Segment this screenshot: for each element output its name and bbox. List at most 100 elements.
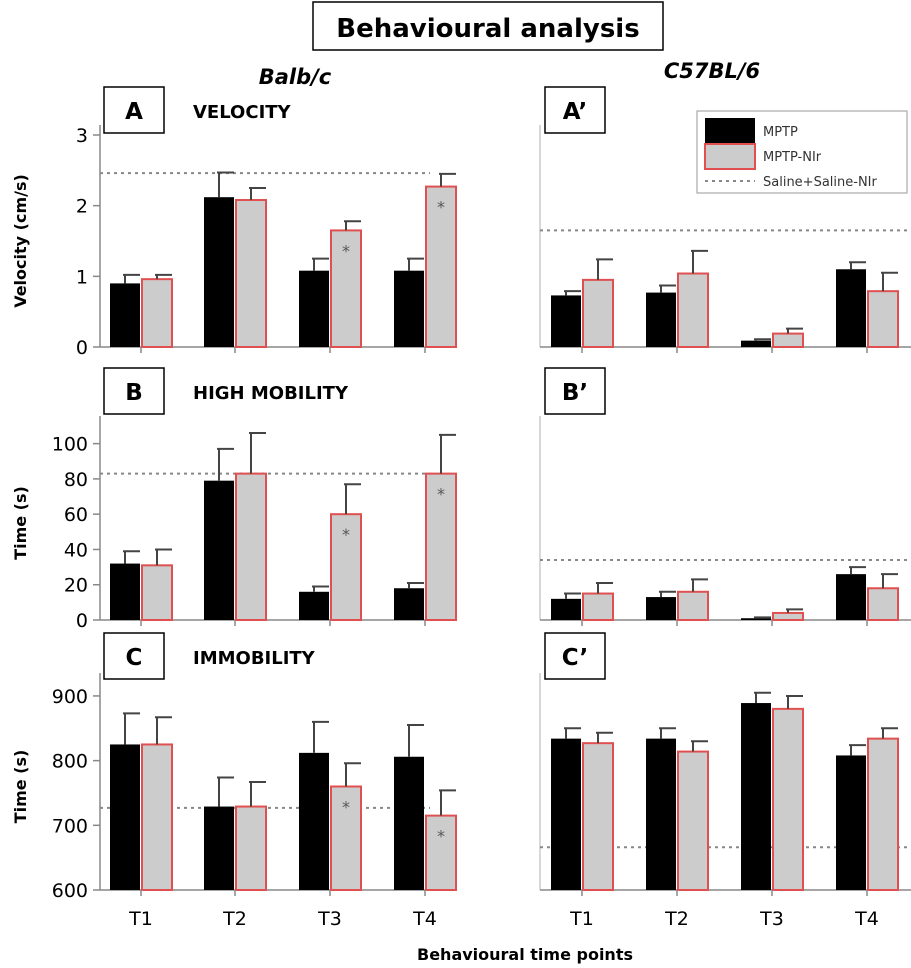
significance-marker: * (342, 525, 350, 544)
x-axis-label: Behavioural time points (417, 945, 633, 964)
panel-letter-box (103, 632, 165, 680)
bar-mptp-nir (235, 472, 267, 622)
x-tick-label: T2 (222, 908, 247, 930)
strain-label-left: Balb/c (259, 65, 332, 89)
significance-marker: * (342, 798, 350, 817)
bar-mptp-nir (867, 587, 899, 621)
bar-mptp-nir (141, 278, 173, 348)
panel-letter-box (544, 367, 606, 415)
bar-mptp-nir (425, 814, 457, 891)
x-tick-label: T2 (664, 908, 689, 930)
panel-letter-box (103, 367, 165, 415)
bar-mptp-nir (677, 750, 709, 891)
y-tick-label: 20 (64, 575, 88, 597)
bar-mptp (204, 197, 234, 347)
y-tick-label: 900 (52, 686, 88, 708)
y-tick-label: 700 (52, 815, 88, 837)
figure-title: Behavioural analysis (336, 14, 639, 44)
bar-mptp-nir (235, 199, 267, 348)
bar-mptp-nir (141, 564, 173, 621)
y-axis-label: Time (s) (11, 486, 30, 560)
bar-mptp-nir (582, 278, 614, 348)
significance-marker: * (437, 827, 445, 846)
bar-mptp (741, 340, 771, 347)
bar-mptp (741, 618, 771, 620)
bar-mptp (836, 574, 866, 620)
bar-mptp (646, 738, 676, 890)
bar-mptp-nir (582, 592, 614, 622)
bar-mptp-nir (425, 185, 457, 348)
bar-mptp (836, 755, 866, 890)
bar-mptp (551, 598, 581, 620)
bar-mptp (110, 283, 140, 347)
bar-mptp (741, 703, 771, 890)
bar-mptp (551, 738, 581, 890)
significance-marker: * (342, 241, 350, 260)
panel-heading: VELOCITY (193, 102, 292, 123)
bar-mptp-nir (330, 229, 362, 348)
bar-mptp-nir (677, 590, 709, 621)
panel-letter: C’ (562, 645, 588, 671)
legend-swatch-mptp-nir (704, 143, 756, 170)
panel-immobility-balb: 600 700 800 900 Time (s) T1 T2 * T3 * T4 C IMMOBILIT… (11, 632, 457, 930)
y-tick-label: 0 (76, 337, 88, 359)
bar-mptp-nir (772, 707, 804, 891)
x-tick-label: T4 (412, 908, 437, 930)
y-tick-label: 0 (76, 610, 88, 632)
x-tick-label: T1 (128, 908, 153, 930)
panel-letter: C (126, 645, 143, 671)
x-tick-label: T4 (854, 908, 879, 930)
bar-mptp (836, 269, 866, 347)
x-tick-label: T3 (317, 908, 342, 930)
y-tick-label: 60 (64, 504, 88, 526)
bar-mptp-nir (141, 743, 173, 891)
panel-velocity-c57: A’ (539, 86, 911, 353)
bar-mptp-nir (425, 472, 457, 622)
bar-mptp-nir (235, 805, 267, 891)
y-axis-label: Time (s) (11, 750, 30, 824)
bar-mptp (394, 270, 424, 347)
bar-mptp-nir (772, 332, 804, 348)
panels: 0 1 2 3 Velocity (cm/s) * * A VELOCITY A’ 0 20 40 60 8… (11, 86, 911, 930)
bar-mptp-nir (867, 290, 899, 349)
strain-label-right: C57BL/6 (664, 59, 760, 83)
legend-label-reference: Saline+Saline-NIr (763, 175, 878, 190)
bar-mptp (299, 591, 329, 620)
panel-letter: B’ (562, 380, 588, 406)
bar-mptp (204, 806, 234, 890)
y-axis-label: Velocity (cm/s) (11, 174, 30, 308)
panel-letter-box (544, 86, 606, 134)
panel-immobility-c57: T1 T2 T3 T4 C’ (539, 632, 911, 930)
legend-label-mptp-nir: MPTP-NIr (763, 150, 822, 165)
panel-letter: A (125, 99, 143, 125)
panel-velocity-balb: 0 1 2 3 Velocity (cm/s) * * A VELOCITY (11, 86, 457, 359)
bar-mptp (394, 588, 424, 620)
y-tick-label: 40 (64, 539, 88, 561)
panel-high-mobility-balb: 0 20 40 60 80 100 Time (s) * * B HIGH MOBILITY (11, 367, 457, 632)
bar-mptp (394, 756, 424, 890)
bar-mptp-nir (330, 513, 362, 622)
bar-mptp (299, 752, 329, 890)
bar-mptp-nir (582, 742, 614, 891)
x-tick-label: T3 (759, 908, 784, 930)
legend-label-mptp: MPTP (763, 125, 798, 140)
panel-high-mobility-c57: B’ (539, 367, 911, 626)
bar-mptp (110, 563, 140, 620)
legend-swatch-mptp (705, 118, 755, 143)
panel-letter-box (103, 86, 165, 134)
bar-mptp (646, 292, 676, 347)
legend: MPTP MPTP-NIr Saline+Saline-NIr (696, 110, 908, 194)
y-tick-label: 2 (76, 196, 88, 218)
bar-mptp (646, 597, 676, 620)
panel-letter: B (125, 380, 143, 406)
panel-heading: HIGH MOBILITY (193, 383, 349, 404)
y-tick-label: 80 (64, 469, 88, 491)
y-tick-label: 1 (76, 266, 88, 288)
title-box (312, 1, 664, 51)
bar-mptp-nir (867, 737, 899, 891)
significance-marker: * (437, 198, 445, 217)
panel-letter: A’ (563, 99, 587, 125)
panel-letter-box (544, 632, 606, 680)
bar-mptp (204, 480, 234, 620)
